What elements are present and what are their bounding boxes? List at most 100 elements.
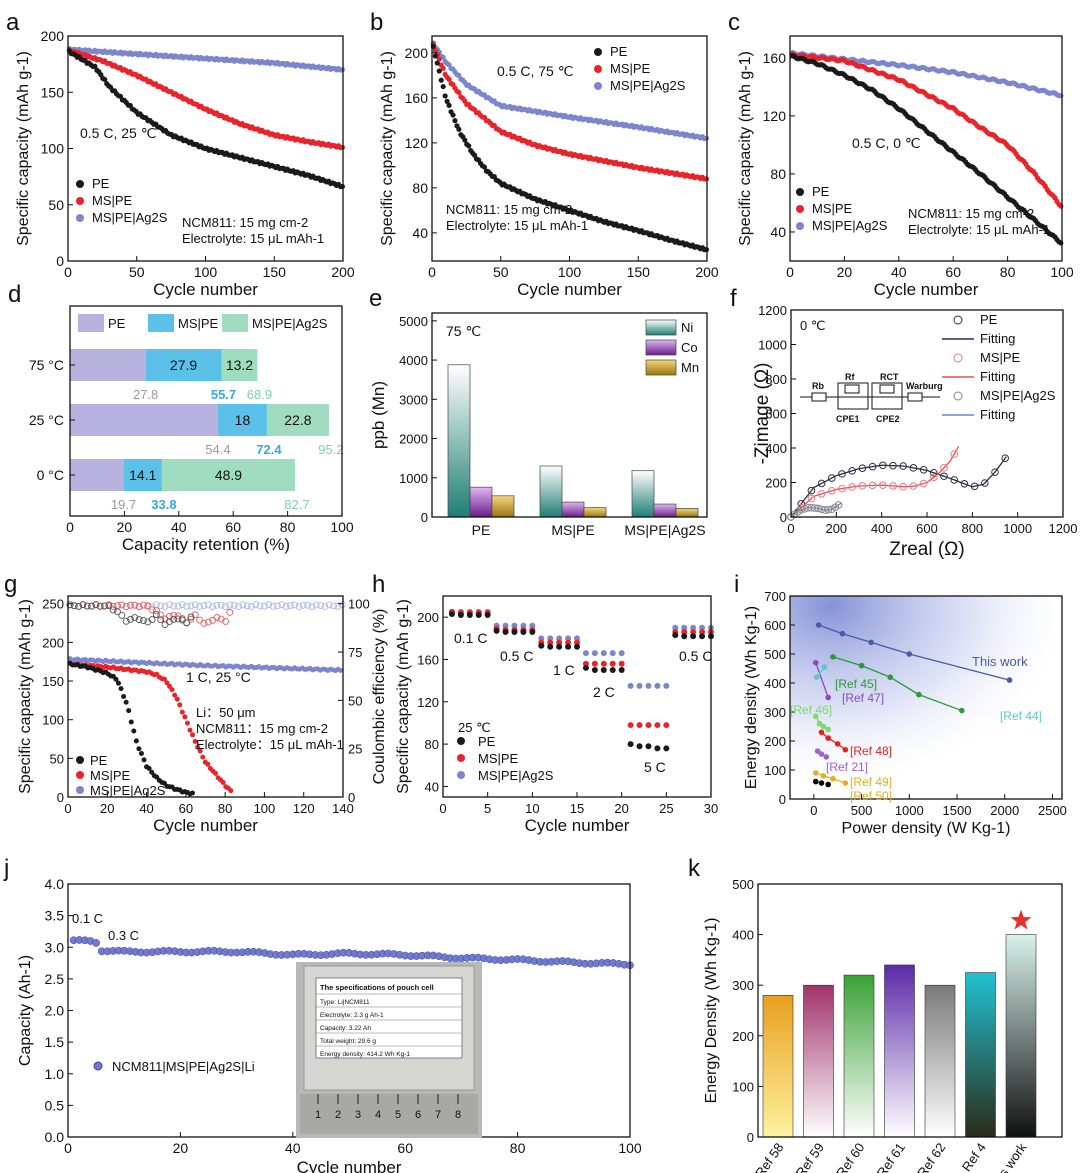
data-point (930, 468, 938, 477)
ce-point (114, 608, 121, 616)
y2-tick-label: 100 (348, 597, 370, 612)
x-tick-label: MS|PE|Ag2S (624, 522, 705, 538)
data-point (868, 462, 877, 471)
data-point (456, 126, 462, 132)
y-tick-label: 5000 (399, 314, 428, 329)
x-tick-label: 150 (263, 264, 287, 280)
ce-point (239, 601, 247, 609)
data-point (121, 693, 127, 699)
x-tick-label: 0 (810, 803, 817, 818)
y-tick-label: 200 (765, 476, 787, 491)
y-tick-label: 400 (764, 676, 786, 691)
y-tick-label: 400 (765, 441, 787, 456)
data-point (609, 660, 616, 667)
data-point (511, 622, 518, 629)
data-point (538, 642, 545, 649)
ce-point (226, 608, 234, 616)
y-axis-label: Energy Density (Wh Kg-1) (703, 918, 720, 1104)
ce-point (187, 602, 195, 610)
data-point (916, 691, 922, 698)
circuit-label: Warburg (906, 381, 943, 391)
data-point (812, 778, 819, 785)
legend-marker (594, 48, 602, 56)
circuit-loop (871, 382, 903, 410)
ce-point (248, 602, 255, 610)
data-point (672, 632, 679, 639)
panel-letter: k (688, 855, 701, 882)
data-point (797, 505, 806, 514)
data-point (654, 722, 661, 729)
bar (965, 972, 996, 1138)
ce-point (308, 603, 316, 611)
data-point (814, 504, 823, 513)
data-point (812, 770, 819, 776)
data-point (672, 624, 679, 631)
data-point (839, 630, 846, 637)
ce-point (338, 601, 346, 609)
panel-letter: b (370, 9, 383, 36)
circuit-label: Rf (845, 372, 855, 382)
y-tick-label: 160 (405, 90, 429, 106)
legend-label: PE (90, 753, 108, 768)
legend-label: PE (92, 176, 110, 191)
note-electrolyte: Electrolyte: 15 μL mAh-1 (182, 231, 324, 246)
data-point (834, 741, 841, 747)
data-point (887, 674, 894, 680)
legend-marker (796, 188, 804, 196)
note-lithium: Li：50 μm (196, 705, 256, 720)
data-point (149, 769, 155, 775)
data-point (681, 633, 688, 640)
data-point (184, 720, 190, 726)
data-point (574, 643, 580, 650)
data-point (889, 461, 897, 470)
data-point (141, 757, 147, 763)
data-point (627, 722, 634, 729)
y-axis-label: -Zimage (Ω) (752, 363, 773, 465)
data-point (92, 63, 98, 69)
legend-marker (953, 353, 963, 363)
data-point (812, 659, 819, 666)
bar-segment (161, 459, 295, 491)
bar-value: 27.9 (170, 357, 197, 373)
y-tick-label: 100 (42, 713, 64, 728)
ce-point (304, 601, 312, 609)
y-tick-label: 400 (732, 928, 754, 943)
data-point (520, 628, 527, 635)
data-point (182, 714, 188, 720)
y-tick-label: 120 (405, 135, 429, 151)
data-point (958, 707, 965, 714)
series-line (821, 731, 846, 751)
data-point (190, 790, 196, 796)
ce-point (213, 601, 221, 609)
y-tick-label: 300 (764, 705, 786, 720)
legend-marker (76, 756, 84, 764)
x-tick-label: 50 (493, 264, 509, 280)
circuit-element (811, 392, 827, 402)
y-tick-label: 100 (732, 1079, 754, 1094)
data-point (807, 494, 816, 503)
ce-point (213, 614, 221, 621)
data-point (820, 723, 827, 730)
ce-point (79, 601, 87, 609)
ce-point (70, 602, 78, 610)
data-point (1006, 677, 1013, 683)
legend-label: MS|PE|Ag2S (92, 210, 168, 225)
data-point (645, 682, 652, 689)
data-point (868, 639, 874, 646)
y-tick-label: 2.5 (45, 971, 65, 987)
bar (924, 984, 956, 1138)
y-axis-label: Energy density (Wh Kg-1) (743, 606, 760, 789)
x-tick-label: 20 (117, 519, 133, 535)
data-point (448, 610, 455, 617)
legend-marker (457, 771, 465, 779)
ce-point (152, 607, 160, 615)
data-point (197, 748, 203, 754)
data-point (113, 676, 119, 682)
ce-point (178, 616, 186, 624)
ce-point (174, 602, 182, 610)
ref-label: [Ref 48] (850, 744, 892, 758)
panel-c: c 0 20 40 60 80 100 40 80 120 160 Cycle number Speci… (728, 9, 1074, 299)
data-point (899, 482, 908, 491)
ce-point (101, 602, 108, 610)
bar (675, 508, 699, 518)
